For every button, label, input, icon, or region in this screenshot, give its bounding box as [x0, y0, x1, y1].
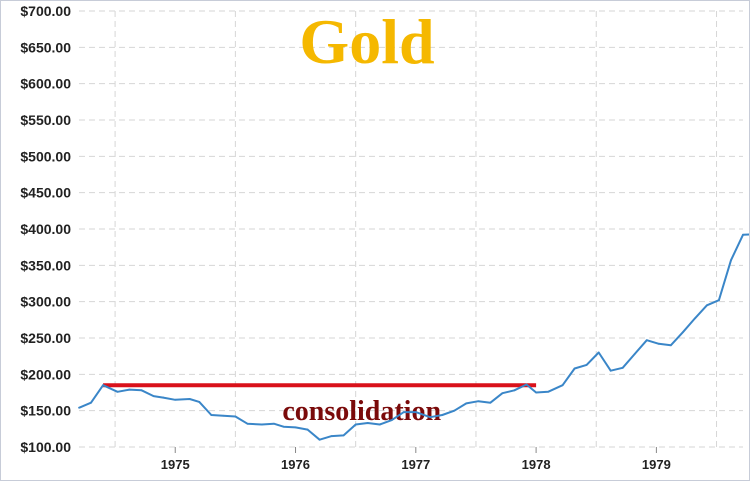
data-point [489, 401, 492, 404]
data-point [525, 383, 528, 386]
data-point [742, 233, 744, 236]
data-point [102, 384, 104, 387]
annotation-layer: consolidation [103, 383, 537, 427]
data-point [730, 259, 732, 262]
data-point [441, 414, 444, 416]
grid-layer [79, 10, 743, 453]
data-point [609, 369, 612, 372]
data-point [645, 339, 648, 342]
data-point [429, 416, 432, 419]
data-point [260, 423, 263, 426]
data-point [477, 400, 480, 403]
consolidation-label: consolidation [282, 396, 441, 427]
data-point [366, 422, 369, 424]
data-point [402, 411, 405, 414]
data-point [681, 331, 684, 334]
y-tick-label: $100.00 [20, 439, 71, 455]
y-tick-label: $300.00 [20, 294, 71, 310]
data-point [306, 428, 309, 431]
data-point [198, 401, 201, 403]
y-tick-label: $450.00 [20, 185, 71, 201]
data-point [330, 435, 333, 437]
y-tick-label: $350.00 [20, 257, 71, 273]
data-point [378, 423, 381, 426]
data-point [282, 425, 285, 428]
data-point [465, 402, 468, 405]
y-tick-label: $150.00 [20, 403, 71, 419]
data-point [162, 396, 165, 399]
y-tick-label: $600.00 [20, 76, 71, 92]
y-tick-label: $250.00 [20, 330, 71, 346]
data-point [535, 391, 538, 394]
data-point [294, 426, 297, 429]
data-point [513, 389, 516, 392]
y-tick-label: $700.00 [20, 3, 71, 19]
x-tick-label: 1976 [281, 457, 310, 472]
x-tick-label: 1977 [401, 457, 430, 472]
data-point [152, 395, 155, 398]
y-tick-label: $650.00 [20, 39, 71, 55]
data-point [222, 414, 225, 417]
data-point [342, 434, 345, 437]
y-tick-label: $500.00 [20, 148, 71, 164]
data-point [597, 351, 600, 354]
data-point [718, 299, 720, 302]
y-tick-label: $400.00 [20, 221, 71, 237]
series-layer [78, 233, 749, 441]
data-point [621, 366, 624, 369]
data-point [706, 304, 708, 307]
data-point [354, 423, 357, 426]
gold-price-line [78, 233, 749, 441]
data-point [246, 422, 249, 425]
y-axis-tick-labels: $100.00 $150.00 $200.00 $250.00 $300.00 $350.… [20, 3, 71, 455]
data-point [693, 317, 696, 320]
y-tick-label: $200.00 [20, 366, 71, 382]
data-point [573, 367, 576, 370]
data-point [128, 388, 131, 391]
data-point [633, 353, 636, 355]
data-point [669, 344, 672, 347]
data-point [188, 398, 191, 400]
data-point [414, 411, 417, 414]
data-point [390, 419, 393, 422]
data-point [657, 342, 660, 345]
data-point [547, 390, 550, 393]
x-axis-tick-labels: 1975 1976 1977 1978 1979 [161, 457, 671, 472]
data-point [272, 422, 275, 425]
data-point [585, 363, 588, 366]
y-tick-label: $550.00 [20, 112, 71, 128]
data-point [174, 398, 177, 401]
data-point [90, 401, 92, 404]
x-tick-label: 1975 [161, 457, 190, 472]
chart-title: Gold [299, 6, 434, 77]
data-point [234, 415, 237, 418]
data-point [501, 392, 504, 395]
data-point [78, 406, 80, 409]
data-point [318, 438, 321, 441]
data-point [561, 384, 564, 387]
x-tick-label: 1978 [522, 457, 551, 472]
data-point [210, 414, 213, 416]
x-tick-label: 1979 [642, 457, 671, 472]
data-point [453, 409, 456, 412]
data-point [116, 390, 119, 393]
data-point [140, 389, 143, 392]
